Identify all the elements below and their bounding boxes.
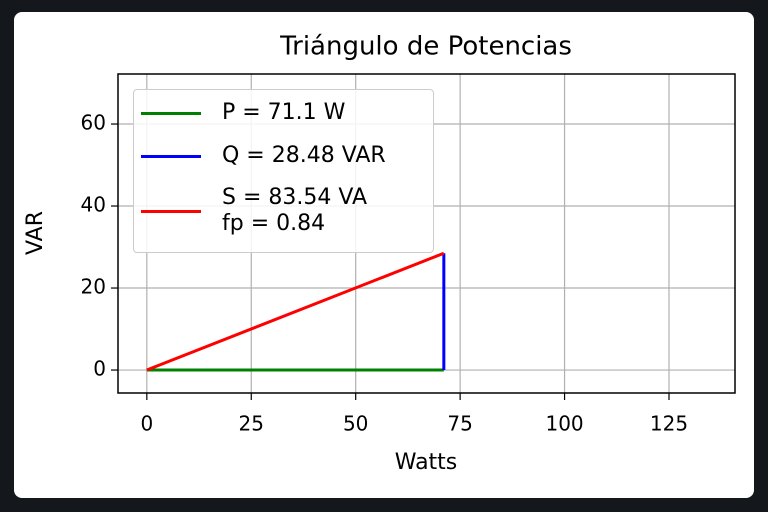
legend-swatch <box>141 154 201 158</box>
legend-swatch <box>141 111 201 115</box>
legend-label: S = 83.54 VA fp = 0.84 <box>222 185 368 236</box>
legend-entry: S = 83.54 VA fp = 0.84 <box>134 185 367 237</box>
legend: P = 71.1 W Q = 28.48 VAR S = 83.54 VA fp =… <box>133 89 434 253</box>
x-tick-label: 50 <box>343 412 368 436</box>
legend-label: P = 71.1 W <box>222 100 346 125</box>
y-tick-label: 0 <box>93 357 106 381</box>
x-tick-label: 75 <box>447 412 472 436</box>
legend-label: Q = 28.48 VAR <box>222 143 386 168</box>
x-tick-label: 100 <box>545 412 583 436</box>
plot-frame <box>117 73 736 394</box>
series-line <box>146 251 445 372</box>
chart-title: Triángulo de Potencias <box>279 32 572 62</box>
legend-entry: Q = 28.48 VAR <box>134 143 386 169</box>
y-tick-label: 60 <box>81 111 106 135</box>
x-axis-label: Watts <box>395 450 458 475</box>
legend-entry: P = 71.1 W <box>134 100 345 126</box>
y-tick-label: 20 <box>81 275 106 299</box>
x-tick-label: 0 <box>140 412 153 436</box>
x-tick-label: 25 <box>239 412 264 436</box>
legend-swatch <box>141 209 201 213</box>
x-tick-label: 125 <box>650 412 688 436</box>
y-axis-label: VAR <box>23 211 48 255</box>
y-tick-label: 40 <box>81 193 106 217</box>
